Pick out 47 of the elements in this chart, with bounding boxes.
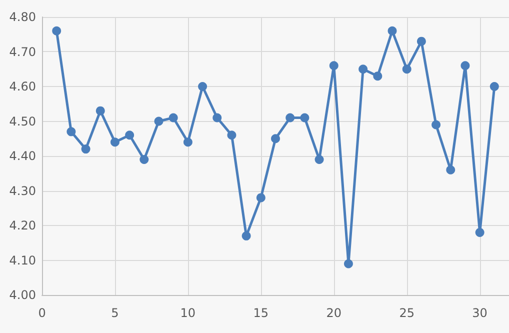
x-tick-label: 5 [111,306,119,320]
point [140,154,149,164]
y-tick-label: 4.40 [9,149,36,163]
point [344,259,353,268]
y-tick-label: 4.30 [9,184,36,198]
point [110,138,120,147]
point [52,26,62,36]
x-tick-label: 20 [326,306,342,320]
y-tick-label: 4.70 [9,44,36,59]
x-tick-label: 30 [472,306,488,320]
point [402,64,412,74]
point [66,127,76,136]
point [475,228,484,237]
point [168,113,178,122]
y-tick-label: 4.60 [9,80,36,94]
point [460,61,470,70]
point [286,113,295,122]
point [388,26,397,36]
y-tick-label: 4.50 [9,114,36,128]
y-tick-label: 4.20 [9,218,36,232]
point [314,154,324,164]
point [446,165,456,174]
point [212,113,222,122]
point [373,72,382,81]
point [358,64,368,74]
point [125,130,134,140]
point [183,138,192,147]
point [198,82,208,91]
point [227,130,236,140]
x-tick-label: 25 [399,306,414,320]
point [96,106,105,116]
x-tick-label: 15 [253,306,269,320]
point [256,193,266,202]
point [329,61,338,70]
point [416,36,426,46]
point [154,116,164,126]
y-tick-label: 4.10 [9,253,36,268]
point [81,144,90,154]
point [490,82,499,91]
point [300,113,310,122]
y-tick-label: 4.00 [9,288,36,302]
x-tick-label: 10 [180,306,196,320]
x-tick-label: 0 [38,306,46,320]
y-tick-label: 4.80 [9,10,36,24]
point [242,231,251,240]
point [271,134,280,144]
point [432,120,441,130]
